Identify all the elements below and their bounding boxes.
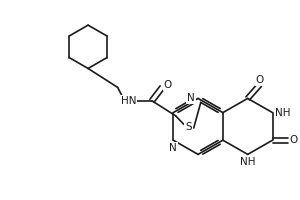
Text: O: O bbox=[164, 80, 172, 90]
Text: O: O bbox=[290, 135, 298, 145]
Text: N: N bbox=[169, 143, 177, 153]
Text: NH: NH bbox=[274, 108, 290, 118]
Text: O: O bbox=[256, 75, 264, 85]
Text: NH: NH bbox=[240, 157, 256, 167]
Text: N: N bbox=[187, 93, 195, 103]
Text: S: S bbox=[185, 122, 192, 132]
Text: HN: HN bbox=[121, 96, 136, 106]
